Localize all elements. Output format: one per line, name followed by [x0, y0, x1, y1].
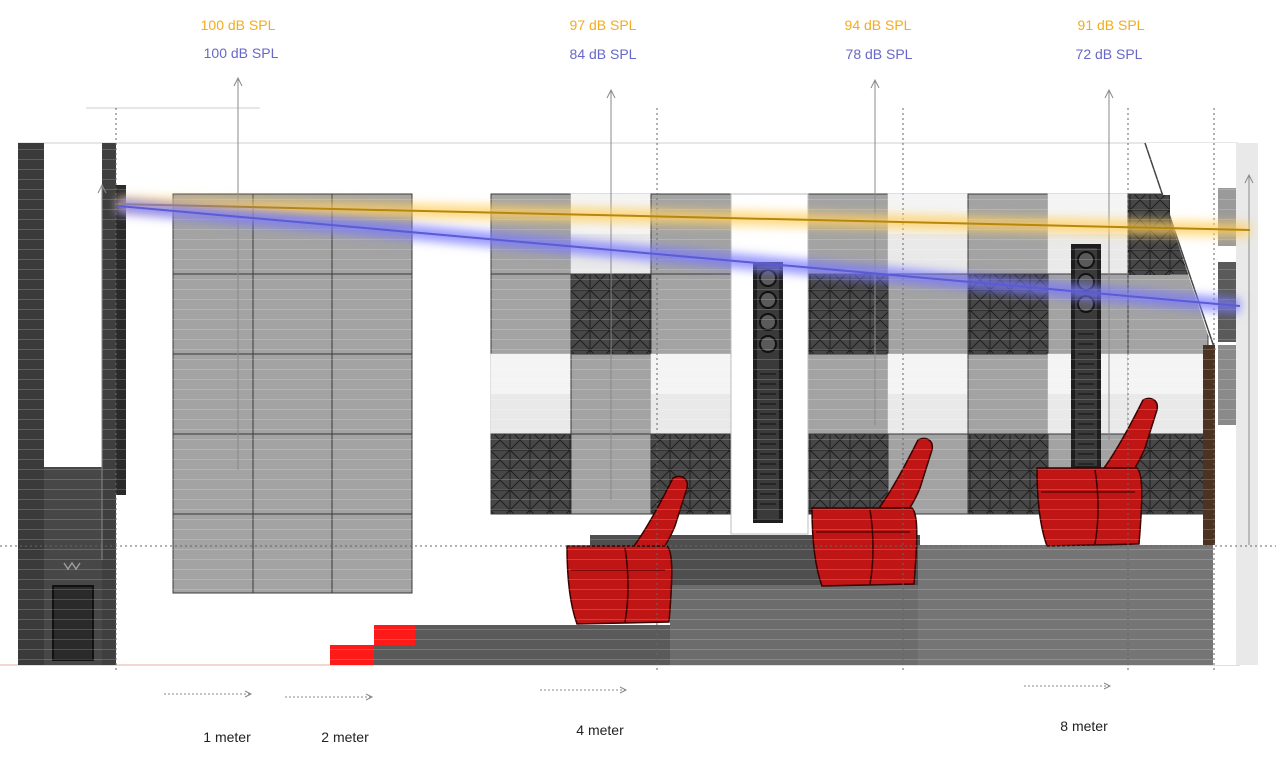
absorber-panel	[252, 353, 333, 435]
distance-label: 4 meter	[576, 722, 624, 738]
spl-label-a: 94 dB SPL	[844, 17, 912, 33]
riser-level-2	[670, 585, 918, 665]
absorber-panel	[490, 273, 572, 355]
absorber-panel	[252, 513, 333, 594]
diffuser-panel	[807, 273, 889, 355]
measurement-guides	[115, 108, 1215, 672]
distance-label: 1 meter	[203, 729, 251, 745]
spl-label-b: 78 dB SPL	[845, 46, 913, 62]
spl-label-a: 97 dB SPL	[569, 17, 637, 33]
absorber-panel	[331, 433, 413, 515]
reflected-sound-line	[117, 199, 1241, 313]
absorber-panel	[172, 513, 254, 594]
riser-level-3	[918, 545, 1213, 665]
absorber-panel	[967, 193, 1049, 275]
diffuser-panel	[967, 433, 1049, 515]
absorber-panel	[252, 433, 333, 515]
front-wall	[18, 143, 126, 665]
absorber-panel	[172, 433, 254, 515]
spl-label-a: 100 dB SPL	[200, 17, 276, 33]
front-panel-array	[172, 193, 413, 594]
absorber-panel	[967, 353, 1049, 435]
absorber-panel	[331, 513, 413, 594]
absorber-panel	[172, 353, 254, 435]
absorber-panel	[650, 273, 732, 355]
measurement-arrows	[97, 76, 1254, 560]
absorber-panel	[331, 353, 413, 435]
absorber-panel	[331, 273, 413, 355]
speaker-column-icon	[753, 262, 783, 523]
spl-label-b: 100 dB SPL	[203, 45, 279, 61]
distance-label: 2 meter	[321, 729, 369, 745]
absorber-panel	[807, 353, 889, 435]
riser-level-1	[415, 625, 670, 665]
absorber-panel	[252, 273, 333, 355]
distance-label: 8 meter	[1060, 718, 1108, 734]
riser-platforms	[374, 535, 1213, 665]
spl-label-a: 91 dB SPL	[1077, 17, 1145, 33]
distance-arrows	[164, 682, 1112, 701]
absorber-panel	[172, 273, 254, 355]
diffuser-panel	[807, 433, 889, 515]
spl-label-b: 84 dB SPL	[569, 46, 637, 62]
spl-label-b: 72 dB SPL	[1075, 46, 1143, 62]
diffuser-panel	[490, 433, 572, 515]
direct-sound-line	[117, 197, 1251, 237]
speaker-column-icon	[1071, 244, 1101, 470]
